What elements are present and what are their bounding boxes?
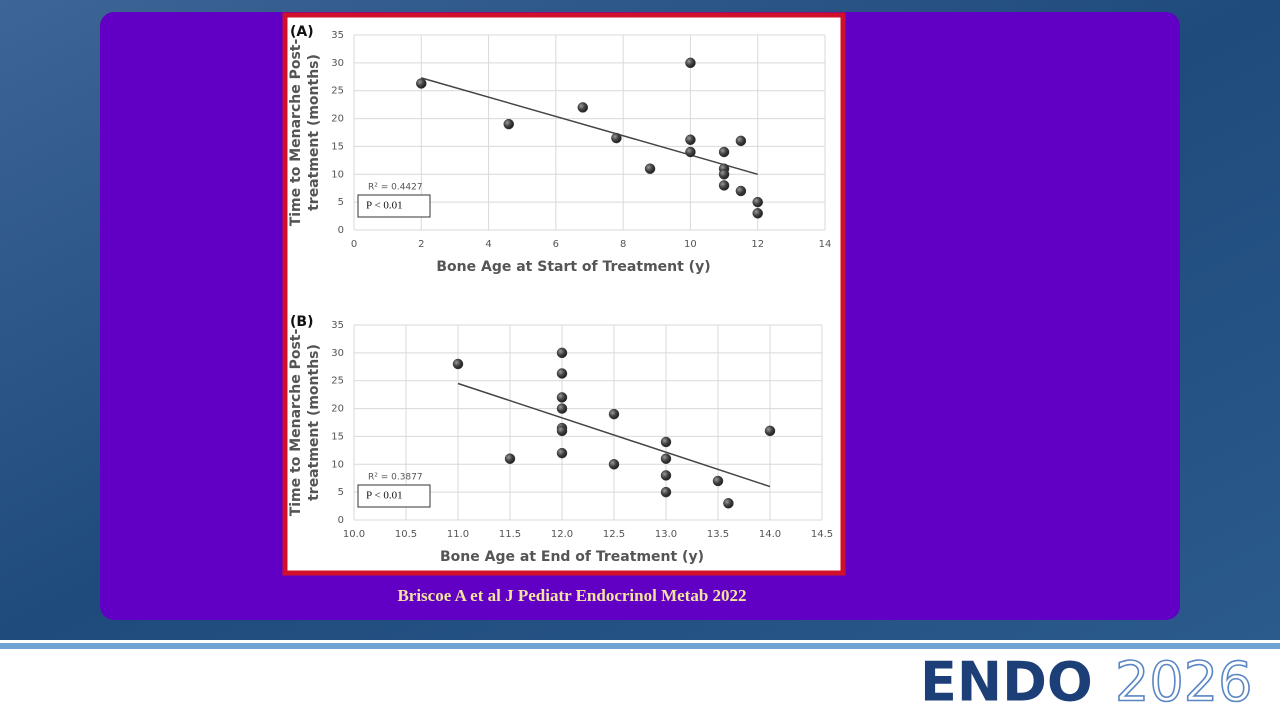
- x-tick-label: 12: [751, 239, 764, 250]
- p-value: P < 0.01: [366, 490, 403, 502]
- y-tick-label: 30: [331, 348, 344, 359]
- y-tick-label: 0: [338, 515, 344, 526]
- x-tick-label: 10: [684, 239, 697, 250]
- citation: Briscoe A et al J Pediatr Endocrinol Met…: [397, 586, 746, 605]
- x-tick-label: 10.0: [343, 529, 365, 540]
- point: [452, 358, 464, 370]
- point: [718, 180, 730, 191]
- y-axis-title: Time to Menarche Post-: [288, 329, 304, 517]
- point: [660, 436, 672, 448]
- trendline: [457, 382, 771, 488]
- point: [504, 453, 516, 464]
- point: [611, 132, 622, 144]
- trendline: [421, 77, 758, 176]
- x-tick-label: 10.5: [395, 529, 417, 540]
- panel-label: (A): [290, 24, 314, 40]
- point: [660, 453, 672, 464]
- point: [577, 102, 589, 113]
- point: [752, 208, 763, 219]
- point: [644, 163, 656, 174]
- point: [503, 118, 515, 130]
- footer-band: [0, 640, 1280, 720]
- point: [556, 347, 568, 359]
- point: [752, 196, 763, 208]
- y-tick-label: 25: [331, 86, 344, 97]
- point: [685, 134, 696, 145]
- r-squared: R² = 0.4427: [368, 183, 423, 193]
- x-tick-label: 4: [485, 239, 491, 250]
- x-tick-label: 6: [553, 239, 559, 250]
- y-tick-label: 10: [331, 459, 344, 470]
- point: [556, 425, 568, 437]
- y-tick-label: 5: [338, 197, 344, 208]
- y-tick-label: 35: [331, 320, 344, 331]
- y-tick-label: 15: [331, 141, 344, 152]
- point: [608, 408, 620, 420]
- y-axis-title: Time to Menarche Post-: [288, 39, 304, 227]
- y-tick-label: 20: [331, 404, 344, 415]
- logo-year: 2026: [1115, 651, 1252, 714]
- x-tick-label: 13.5: [707, 529, 729, 540]
- point: [556, 447, 568, 459]
- footer-rule: [0, 643, 1280, 649]
- point: [718, 169, 730, 180]
- x-tick-label: 11.0: [447, 529, 469, 540]
- y-tick-label: 30: [331, 58, 344, 69]
- point: [556, 392, 568, 403]
- x-tick-label: 13.0: [655, 529, 677, 540]
- point: [735, 185, 747, 197]
- x-axis-title: Bone Age at Start of Treatment (y): [436, 259, 710, 275]
- point: [685, 146, 696, 158]
- point: [608, 459, 620, 470]
- y-axis-title: treatment (months): [306, 54, 322, 211]
- point: [416, 78, 427, 89]
- p-value: P < 0.01: [366, 200, 403, 212]
- p-value-box: [357, 194, 431, 218]
- y-tick-label: 20: [331, 114, 344, 125]
- p-value-box: [357, 484, 431, 508]
- x-tick-label: 0: [351, 239, 357, 250]
- x-tick-label: 14: [819, 239, 832, 250]
- y-tick-label: 15: [331, 431, 344, 442]
- x-tick-label: 14.0: [759, 529, 781, 540]
- y-tick-label: 0: [338, 225, 344, 236]
- x-tick-label: 2: [418, 239, 424, 250]
- point: [723, 498, 734, 509]
- point: [685, 57, 696, 69]
- point: [660, 470, 672, 481]
- point: [556, 368, 568, 379]
- point: [660, 486, 672, 498]
- y-axis-title: treatment (months): [306, 344, 322, 501]
- point: [735, 135, 747, 147]
- point: [718, 146, 730, 158]
- r-squared: R² = 0.3877: [368, 473, 423, 483]
- x-tick-label: 11.5: [499, 529, 521, 540]
- x-tick-label: 8: [620, 239, 626, 250]
- point: [764, 425, 776, 437]
- logo-name: ENDO: [920, 651, 1093, 714]
- y-tick-label: 5: [338, 487, 344, 498]
- x-axis-title: Bone Age at End of Treatment (y): [440, 549, 704, 565]
- x-tick-label: 12.0: [551, 529, 573, 540]
- y-tick-label: 25: [331, 376, 344, 387]
- x-tick-label: 14.5: [811, 529, 833, 540]
- point: [556, 403, 568, 414]
- y-tick-label: 35: [331, 30, 344, 41]
- y-tick-label: 10: [331, 169, 344, 180]
- point: [712, 475, 724, 487]
- panel-label: (B): [290, 314, 313, 330]
- x-tick-label: 12.5: [603, 529, 625, 540]
